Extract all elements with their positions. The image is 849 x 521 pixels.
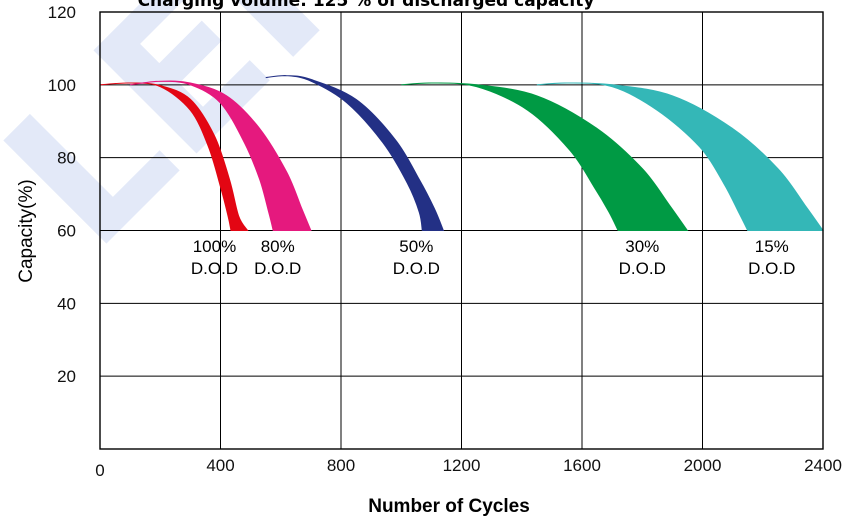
series-label-dod: 100% (193, 237, 236, 256)
series-label-dod: 80% (261, 237, 295, 256)
band-1 (99, 82, 249, 231)
series-label-dod: 15% (755, 237, 789, 256)
series-label-unit: D.O.D (393, 259, 440, 278)
x-tick-label: 0 (95, 461, 104, 480)
x-tick-label: 1200 (443, 456, 481, 475)
x-tick-label: 2000 (684, 456, 722, 475)
plot-frame (99, 11, 824, 450)
y-tick-label: 80 (57, 149, 76, 168)
y-tick-label: 100 (48, 76, 76, 95)
series-label-dod: 50% (399, 237, 433, 256)
series-label-dod: 30% (625, 237, 659, 256)
x-tick-label: 1600 (563, 456, 601, 475)
series-label-unit: D.O.D (619, 259, 666, 278)
x-tick-labels: 0 400 800 1200 1600 2000 2400 (95, 456, 842, 480)
x-axis-label: Number of Cycles (368, 496, 530, 517)
x-tick-label: 2400 (804, 456, 842, 475)
band-3 (265, 75, 445, 231)
chart-title: Charging volume: 125 % of discharged cap… (138, 0, 595, 11)
x-tick-label: 400 (206, 456, 234, 475)
y-tick-label: 40 (57, 294, 76, 313)
y-tick-label: 120 (48, 3, 76, 22)
series-bands (99, 75, 824, 231)
y-tick-labels: 20 40 60 80 100 120 (48, 3, 76, 386)
series-label-unit: D.O.D (748, 259, 795, 278)
band-4 (401, 82, 689, 231)
y-tick-label: 20 (57, 367, 76, 386)
series-label-unit: D.O.D (191, 259, 238, 278)
series-label-unit: D.O.D (254, 259, 301, 278)
y-tick-label: 60 (57, 222, 76, 241)
band-2 (130, 80, 312, 231)
x-tick-label: 800 (327, 456, 355, 475)
y-axis-label: Capacity(%) (16, 179, 37, 282)
series-labels: 100% D.O.D 80% D.O.D 50% D.O.D 30% D.O.D 15% D.O.… (191, 237, 796, 278)
